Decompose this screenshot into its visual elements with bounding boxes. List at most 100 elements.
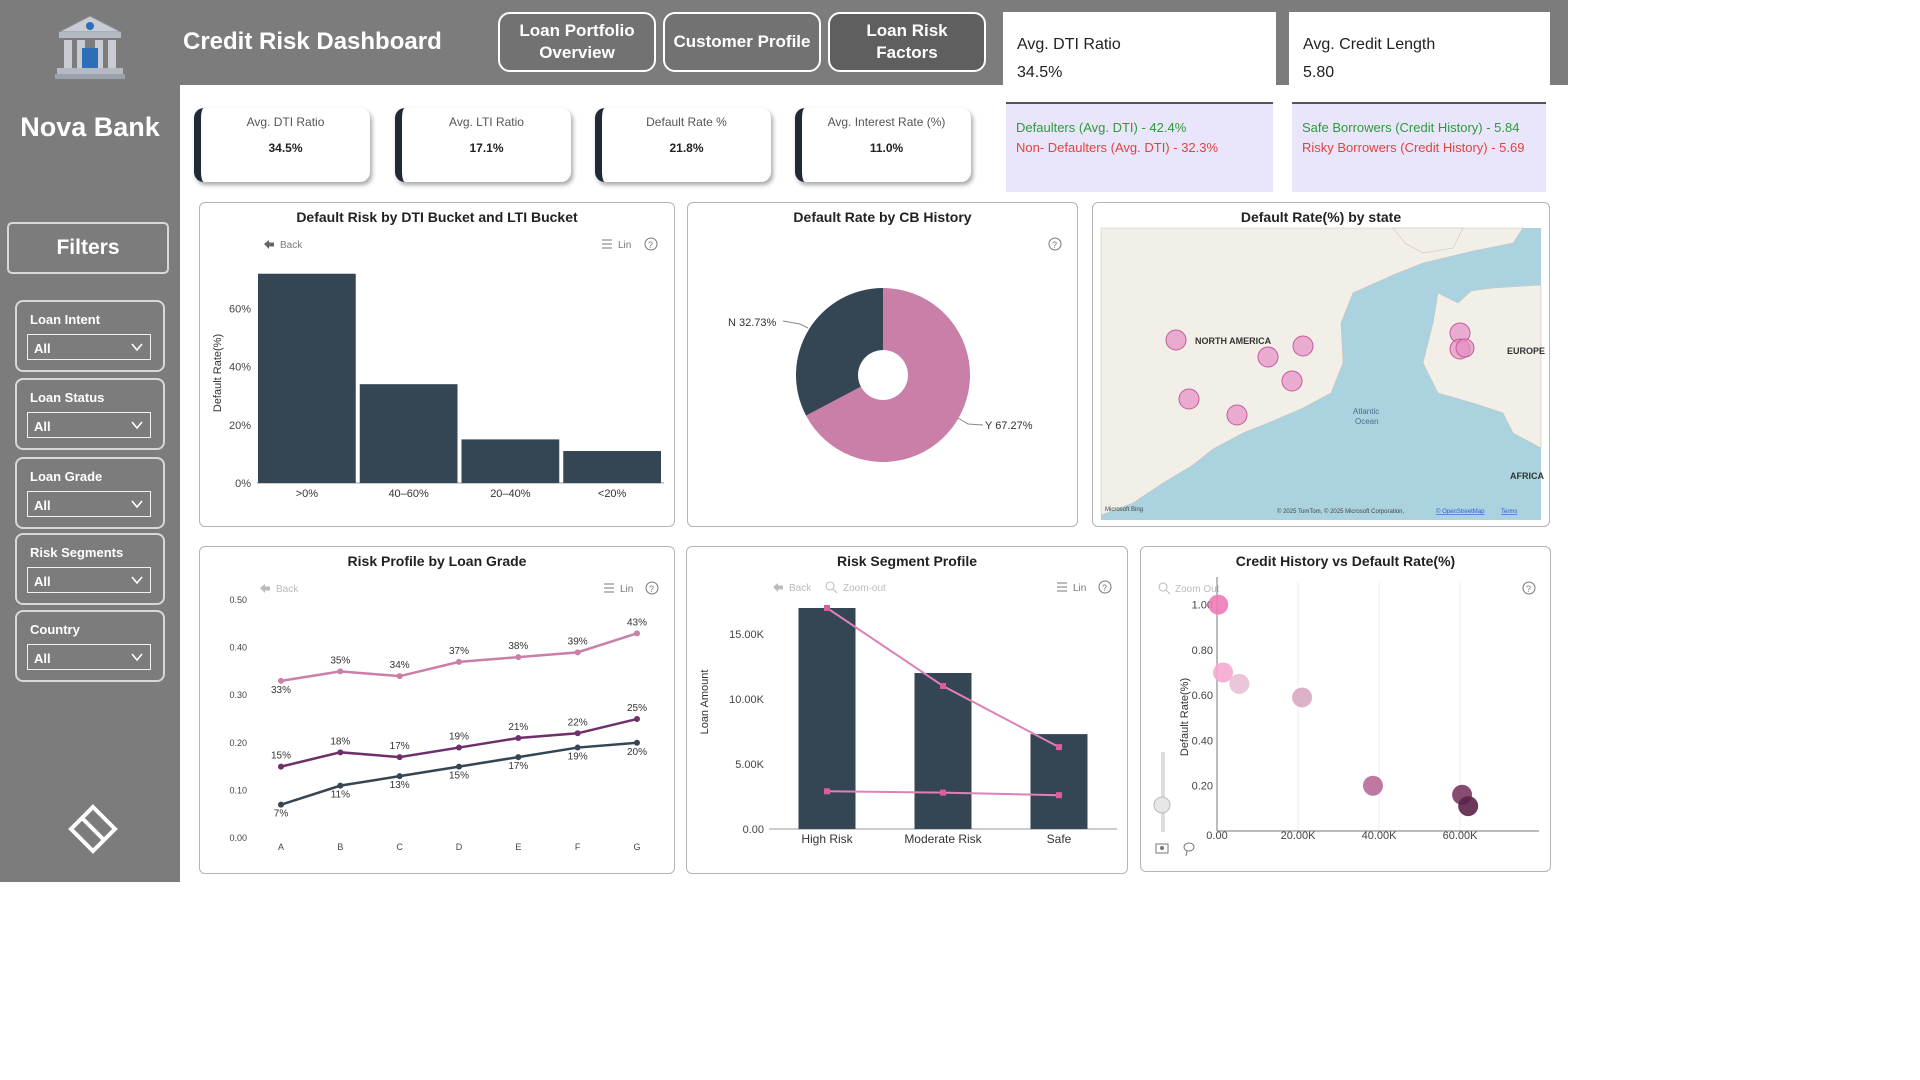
chevron-down-icon [131, 421, 143, 430]
list-icon [602, 239, 612, 249]
chart-title: Default Rate by CB History [793, 209, 972, 225]
help-icon[interactable]: ? [644, 237, 658, 251]
svg-text:?: ? [1526, 584, 1531, 594]
data-label: 39% [568, 636, 588, 647]
donut-slice [796, 288, 883, 416]
leader-line [782, 320, 809, 329]
back-button[interactable]: Back [264, 240, 303, 251]
x-tick-label: <20% [598, 488, 627, 500]
back-label: Back [280, 240, 303, 251]
list-view-button[interactable]: Lin [604, 583, 633, 595]
sidebar: Nova Bank Filters Loan Intent All Loan S… [0, 0, 180, 882]
kpi-title: Default Rate % [646, 115, 727, 129]
avg-dti-card: Avg. DTI Ratio 34.5% [1003, 12, 1276, 86]
y-tick-label: 0.20 [229, 738, 247, 748]
series-point [574, 744, 581, 751]
state-map-panel: Default Rate(%) by state NORTH AMERICA E… [1092, 202, 1550, 527]
lasso-icon[interactable] [1183, 842, 1195, 857]
data-label: 37% [449, 646, 469, 657]
series-point [824, 788, 830, 795]
country-dropdown[interactable]: All [27, 644, 151, 670]
loan-grade-dropdown[interactable]: All [27, 491, 151, 517]
map-label: AFRICA [1510, 471, 1544, 481]
data-label: 22% [568, 717, 588, 728]
kpi-title: Avg. LTI Ratio [449, 115, 524, 129]
series-point [634, 739, 640, 746]
eraser-icon[interactable] [68, 804, 118, 854]
zoom-slider[interactable] [1153, 752, 1171, 832]
map-provider: Microsoft Bing [1105, 507, 1143, 513]
loan-intent-dropdown[interactable]: All [27, 334, 151, 360]
y-tick-label: 0.60 [1192, 690, 1213, 702]
kpi-title: Avg. Interest Rate (%) [827, 115, 946, 129]
svg-text:?: ? [1102, 583, 1107, 593]
risk-segment-chart-panel: Risk Segment Profile Back Zoom-out Lin ?… [686, 546, 1128, 874]
series-point [396, 673, 403, 680]
kpi-value: 34.5% [268, 141, 303, 155]
series-point [396, 754, 403, 761]
nav-loan-risk-factors[interactable]: Loan Risk Factors [828, 12, 986, 72]
back-button[interactable]: Back [260, 584, 299, 595]
y-tick-label: 0.10 [229, 785, 247, 795]
help-icon[interactable]: ? [1098, 580, 1112, 594]
dti-comparison-card: Defaulters (Avg. DTI) - 42.4% Non- Defau… [1006, 102, 1273, 192]
back-label: Back [276, 584, 299, 595]
x-tick-label: 0.00 [1206, 830, 1227, 842]
dropdown-value: All [34, 498, 51, 513]
filters-button[interactable]: Filters [7, 222, 169, 274]
defaulters-dti: Defaulters (Avg. DTI) - 42.4% [1016, 120, 1187, 135]
x-tick-label: E [515, 842, 521, 852]
osm-link[interactable]: © OpenStreetMap [1436, 508, 1485, 515]
list-view-button[interactable]: Lin [602, 239, 631, 251]
svg-text:?: ? [649, 584, 654, 594]
y-tick-label: 10.00K [729, 694, 765, 706]
series-point [396, 773, 403, 780]
filter-loan-status: Loan Status All [15, 378, 165, 450]
chart-title: Risk Profile by Loan Grade [347, 553, 527, 569]
leader-line [957, 417, 984, 426]
scatter-point [1362, 775, 1383, 796]
data-label: 13% [390, 780, 410, 791]
list-view-button[interactable]: Lin [1057, 582, 1086, 594]
card-value: 5.80 [1303, 64, 1335, 81]
credit-history-comparison-card: Safe Borrowers (Credit History) - 5.84 R… [1292, 102, 1546, 192]
terms-link[interactable]: Terms [1501, 509, 1517, 515]
lin-label: Lin [1073, 583, 1086, 594]
bank-logo-icon [55, 14, 125, 80]
kpi-avg-dti: Avg. DTI Ratio 34.5% [194, 108, 370, 182]
x-tick-label: C [396, 842, 403, 852]
risk-segments-dropdown[interactable]: All [27, 567, 151, 593]
kpi-value: 11.0% [869, 141, 904, 155]
help-icon[interactable]: ? [645, 581, 659, 595]
loan-grade-chart-panel: Risk Profile by Loan Grade Back Lin ? 0.… [199, 546, 675, 874]
lin-label: Lin [620, 584, 633, 595]
nav-customer-profile[interactable]: Customer Profile [663, 12, 821, 72]
series-point [337, 668, 344, 675]
y-tick-label: 5.00K [735, 759, 764, 771]
default-rate-map[interactable]: NORTH AMERICA EUROPE AFRICA Atlantic Oce… [1093, 203, 1550, 527]
data-label: 34% [390, 660, 410, 671]
help-icon[interactable]: ? [1048, 237, 1062, 251]
loan-status-dropdown[interactable]: All [27, 412, 151, 438]
data-label: 19% [449, 732, 469, 743]
credit-history-scatter-panel: Credit History vs Default Rate(%) Zoom O… [1140, 546, 1551, 872]
zoom-out-button[interactable]: Zoom Out [1158, 582, 1220, 595]
data-label: 15% [271, 751, 291, 762]
cb-history-chart-panel: Default Rate by CB History ? N 32.73% Y 6… [687, 202, 1078, 527]
series-point [337, 749, 344, 756]
zoom-out-button[interactable]: Zoom-out [825, 581, 886, 594]
y-tick-label: 60% [229, 304, 251, 316]
map-bubble [1178, 388, 1200, 410]
filter-label: Loan Intent [30, 312, 101, 327]
series-point [940, 789, 946, 796]
data-label: 18% [330, 736, 350, 747]
scatter-point [1458, 796, 1479, 817]
nav-loan-portfolio-overview[interactable]: Loan Portfolio Overview [498, 12, 656, 72]
data-label: 17% [390, 741, 410, 752]
y-tick-label: 0.40 [229, 643, 247, 653]
series-point [515, 754, 522, 761]
help-icon[interactable]: ? [1522, 581, 1536, 595]
back-button[interactable]: Back [773, 583, 812, 594]
series-point [634, 630, 640, 637]
screenshot-icon[interactable] [1155, 843, 1169, 854]
